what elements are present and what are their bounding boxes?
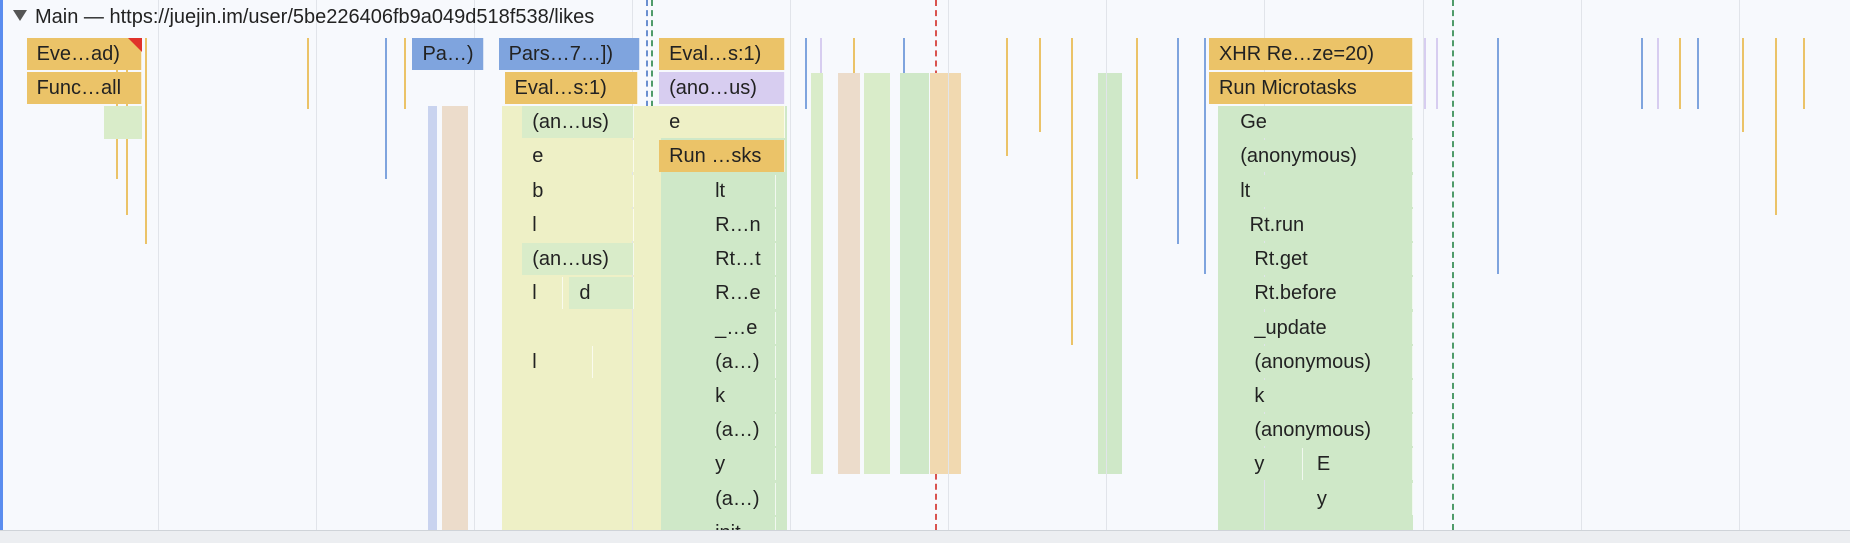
event-sliver [1742, 37, 1745, 133]
call-frame[interactable]: k [705, 379, 776, 412]
event-sliver [307, 37, 310, 109]
call-frame[interactable]: (a…) [705, 345, 776, 378]
call-frame[interactable]: XHR Re…ze=20) [1208, 37, 1414, 70]
scrollbar [0, 530, 1850, 543]
call-frame[interactable]: Pars…7…]) [498, 37, 641, 70]
call-frame[interactable]: R…n [705, 208, 776, 241]
call-frame[interactable]: Run …sks [659, 140, 786, 173]
call-frame[interactable]: l [522, 345, 593, 378]
call-frame[interactable]: (anonymous) [1230, 140, 1414, 173]
event-sliver [1006, 37, 1008, 156]
event-sliver [144, 37, 147, 245]
event-sliver [1657, 37, 1660, 109]
call-frame[interactable]: (ano…us) [659, 71, 786, 104]
event-sliver [852, 37, 855, 109]
grid-line [1580, 0, 1582, 530]
call-frame[interactable]: Eval…s:1) [504, 71, 638, 104]
call-frame[interactable]: _…e [705, 311, 776, 344]
call-frame[interactable]: e [659, 106, 786, 139]
event-sliver [1070, 37, 1073, 345]
call-frame[interactable]: Rt.before [1244, 277, 1414, 310]
call-frame[interactable]: (a…) [705, 414, 776, 447]
call-frame[interactable]: Rt…t [705, 243, 776, 276]
call-frame[interactable]: y [1244, 448, 1304, 481]
call-column [104, 106, 143, 140]
event-sliver [1039, 37, 1042, 133]
grid-line [1422, 0, 1424, 530]
event-sliver [1496, 37, 1499, 274]
grid-line [1738, 0, 1740, 530]
grid-line [157, 0, 159, 530]
call-frame[interactable]: Run Microtasks [1208, 71, 1414, 104]
event-sliver [1423, 37, 1426, 109]
call-frame[interactable]: y [1306, 482, 1414, 515]
event-sliver [1204, 37, 1207, 274]
grid-line [315, 0, 317, 530]
event-sliver [404, 37, 407, 109]
call-frame[interactable]: Rt.run [1239, 208, 1414, 241]
call-frame[interactable]: E [1306, 448, 1414, 481]
call-frame[interactable]: y [705, 448, 776, 481]
call-frame[interactable]: Pa…) [412, 37, 485, 70]
warning-flag [128, 37, 143, 52]
call-frame[interactable]: _update [1244, 311, 1414, 344]
timing-marker [1452, 0, 1455, 530]
call-column [427, 106, 438, 530]
event-sliver [1802, 37, 1805, 109]
event-sliver [1177, 37, 1180, 245]
call-frame[interactable]: l [522, 208, 635, 241]
call-frame[interactable]: d [569, 277, 635, 310]
call-frame[interactable]: Eve…ad) [26, 37, 143, 70]
event-sliver [1697, 37, 1700, 109]
call-frame[interactable]: b [522, 174, 635, 207]
call-column [441, 106, 468, 530]
event-sliver [1135, 37, 1138, 180]
event-sliver [385, 37, 388, 180]
event-sliver [1435, 37, 1438, 109]
call-frame[interactable]: (a…) [705, 482, 776, 515]
call-frame[interactable]: Func…all [26, 71, 143, 104]
collapse-arrow[interactable] [13, 10, 27, 21]
call-frame[interactable]: R…e [705, 277, 776, 310]
call-frame[interactable]: (an…us) [522, 106, 635, 139]
call-frame[interactable]: l [522, 277, 564, 310]
event-sliver [1640, 37, 1643, 109]
call-frame[interactable]: Rt.get [1244, 243, 1414, 276]
flame-chart: Main — https://juejin.im/user/5be226406f… [0, 0, 1805, 530]
grid-line [1106, 0, 1108, 530]
call-frame[interactable]: e [522, 140, 635, 173]
grid-line [948, 0, 950, 530]
call-column [930, 73, 962, 475]
call-frame[interactable]: Ge [1230, 106, 1414, 139]
call-frame[interactable]: (anonymous) [1244, 345, 1414, 378]
call-frame[interactable]: lt [1230, 174, 1414, 207]
call-frame[interactable]: Eval…s:1) [659, 37, 786, 70]
call-frame[interactable]: (an…us) [522, 243, 635, 276]
call-column [899, 73, 930, 475]
call-frame[interactable]: lt [705, 174, 776, 207]
grid-line [790, 0, 792, 530]
call-column [1098, 73, 1122, 475]
track-title: Main — https://juejin.im/user/5be226406f… [35, 6, 595, 28]
track-header[interactable]: Main — https://juejin.im/user/5be226406f… [13, 6, 594, 29]
call-column [838, 73, 860, 475]
call-frame[interactable]: init [705, 516, 776, 530]
event-sliver [1678, 37, 1681, 109]
call-frame[interactable]: k [1244, 379, 1414, 412]
call-frame[interactable]: (anonymous) [1244, 414, 1414, 447]
grid-line [473, 0, 475, 530]
call-column [864, 73, 891, 475]
event-sliver [1775, 37, 1778, 215]
event-sliver [805, 37, 808, 109]
call-column [811, 73, 824, 475]
